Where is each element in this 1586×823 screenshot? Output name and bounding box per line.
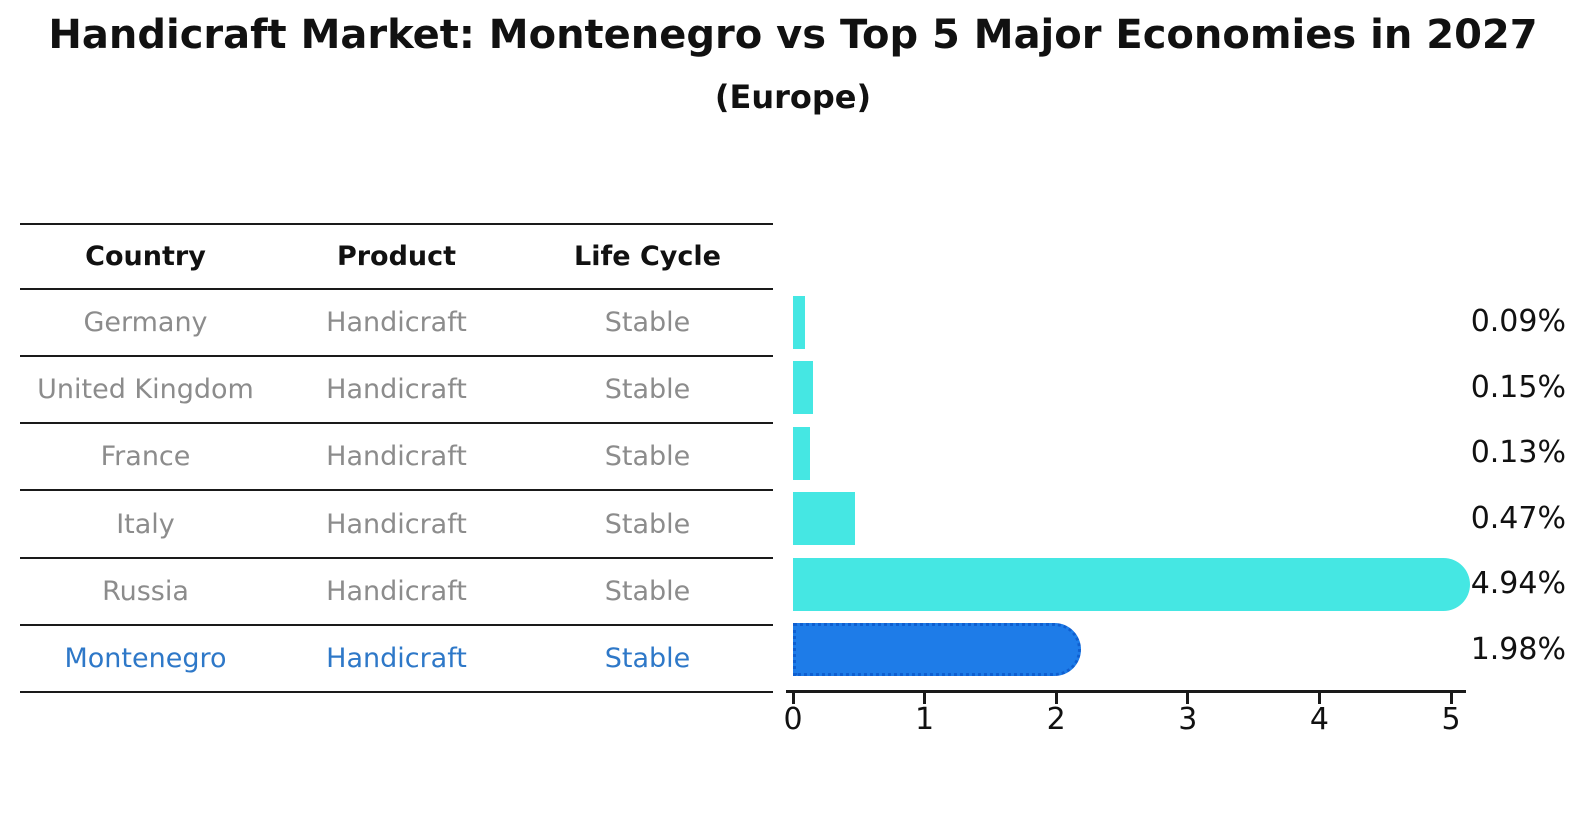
cell-country: Russia [102, 575, 189, 607]
cell-lifecycle: Stable [604, 374, 691, 406]
bar-montenegro [793, 623, 1081, 676]
value-label-france: 0.13% [1470, 435, 1566, 470]
comparison-table: Country Product Life Cycle Germany Handic… [20, 223, 773, 693]
table-header-row: Country Product Life Cycle [20, 225, 773, 290]
x-tick-mark-1 [923, 693, 927, 704]
table-row-france: France Handicraft Stable [20, 424, 773, 492]
cell-country: Montenegro [64, 642, 227, 674]
cell-country: United Kingdom [37, 374, 254, 406]
x-tick-mark-5 [1449, 693, 1453, 704]
cell-lifecycle: Stable [604, 575, 691, 607]
cell-country: Italy [116, 508, 175, 540]
cell-lifecycle: Stable [604, 642, 691, 674]
bar-france [793, 426, 811, 480]
table-row-montenegro: Montenegro Handicraft Stable [20, 626, 773, 693]
value-label-united-kingdom: 0.15% [1470, 369, 1566, 405]
chart-subtitle: (Europe) [714, 78, 872, 116]
cell-product: Handicraft [326, 642, 467, 674]
value-label-montenegro: 1.98% [1470, 631, 1566, 667]
cell-country: Germany [83, 307, 208, 339]
x-tick-mark-2 [1054, 693, 1058, 704]
x-tick-label-3: 3 [1178, 702, 1198, 737]
x-tick-label-4: 4 [1309, 702, 1329, 737]
table-row-germany: Germany Handicraft Stable [20, 290, 773, 358]
bar-italy [793, 492, 855, 545]
value-label-italy: 0.47% [1470, 500, 1566, 536]
cell-product: Handicraft [326, 441, 467, 473]
x-tick-label-2: 2 [1046, 702, 1066, 737]
cell-product: Handicraft [326, 307, 467, 339]
value-label-russia: 4.94% [1470, 566, 1566, 601]
column-header-lifecycle: Life Cycle [574, 241, 721, 272]
chart-title: Handicraft Market: Montenegro vs Top 5 M… [48, 12, 1538, 58]
cell-lifecycle: Stable [604, 307, 691, 339]
column-header-product: Product [336, 241, 457, 272]
table-row-russia: Russia Handicraft Stable [20, 559, 773, 626]
cell-product: Handicraft [326, 374, 467, 406]
cell-lifecycle: Stable [604, 441, 691, 473]
value-label-germany: 0.09% [1470, 304, 1566, 339]
cell-country: France [100, 441, 191, 473]
x-tick-label-0: 0 [783, 702, 803, 737]
bar-russia [793, 557, 1471, 611]
x-axis-line [786, 690, 1466, 693]
x-tick-label-1: 1 [915, 702, 935, 737]
x-tick-mark-0 [791, 693, 795, 704]
column-header-country: Country [85, 241, 206, 272]
bar-germany [793, 295, 805, 349]
cell-product: Handicraft [326, 508, 467, 540]
cell-product: Handicraft [326, 575, 467, 607]
table-row-united-kingdom: United Kingdom Handicraft Stable [20, 357, 773, 425]
bar-united-kingdom [793, 361, 813, 414]
x-tick-label-5: 5 [1441, 702, 1461, 737]
table-row-italy: Italy Handicraft Stable [20, 491, 773, 559]
x-tick-mark-3 [1186, 693, 1190, 704]
cell-lifecycle: Stable [604, 508, 691, 540]
x-tick-mark-4 [1317, 693, 1321, 704]
